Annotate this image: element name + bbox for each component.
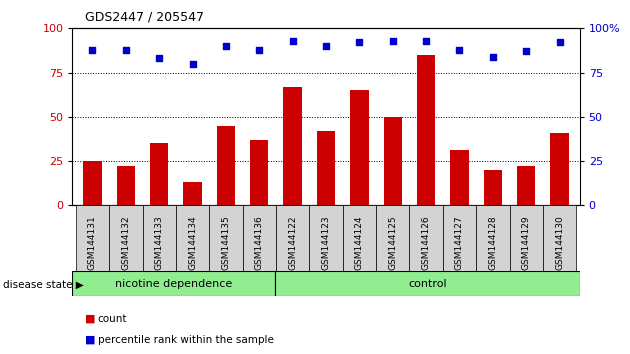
Text: GSM144127: GSM144127 <box>455 215 464 270</box>
Bar <box>350 90 369 205</box>
Text: GSM144132: GSM144132 <box>122 215 130 270</box>
Point <box>121 47 131 52</box>
Bar <box>317 131 335 205</box>
Text: control: control <box>408 279 447 290</box>
Point <box>421 38 431 44</box>
Bar <box>176 205 209 271</box>
Bar <box>142 205 176 271</box>
Bar <box>250 140 268 205</box>
Text: count: count <box>98 314 127 324</box>
Text: ■: ■ <box>85 314 96 324</box>
Point <box>354 40 364 45</box>
Point <box>154 56 164 61</box>
Bar <box>551 133 569 205</box>
Bar <box>183 182 202 205</box>
Text: disease state ▶: disease state ▶ <box>3 280 84 290</box>
Bar <box>343 205 376 271</box>
Point <box>88 47 98 52</box>
Text: GSM144134: GSM144134 <box>188 215 197 270</box>
Text: nicotine dependence: nicotine dependence <box>115 279 232 290</box>
Bar <box>443 205 476 271</box>
Bar <box>410 205 443 271</box>
Text: GSM144125: GSM144125 <box>388 215 398 270</box>
Bar <box>243 205 276 271</box>
Bar <box>417 55 435 205</box>
Point <box>488 54 498 59</box>
Text: GSM144122: GSM144122 <box>288 215 297 270</box>
Bar <box>284 87 302 205</box>
Text: GSM144126: GSM144126 <box>421 215 431 270</box>
Bar <box>476 205 510 271</box>
Bar <box>76 205 109 271</box>
Point <box>387 38 398 44</box>
Text: GSM144136: GSM144136 <box>255 215 264 270</box>
Point <box>221 43 231 49</box>
Point <box>255 47 265 52</box>
Bar <box>309 205 343 271</box>
Text: GSM144124: GSM144124 <box>355 215 364 270</box>
Bar <box>109 205 142 271</box>
Bar <box>83 161 101 205</box>
Text: GSM144123: GSM144123 <box>321 215 331 270</box>
Bar <box>510 205 543 271</box>
Bar <box>150 143 168 205</box>
Point <box>554 40 564 45</box>
Bar <box>275 271 580 296</box>
Text: GSM144128: GSM144128 <box>488 215 497 270</box>
Point <box>321 43 331 49</box>
Bar <box>484 170 502 205</box>
Text: ■: ■ <box>85 335 96 345</box>
Bar <box>117 166 135 205</box>
Text: GSM144130: GSM144130 <box>555 215 564 270</box>
Bar <box>517 166 536 205</box>
Bar <box>72 271 275 296</box>
Text: GSM144131: GSM144131 <box>88 215 97 270</box>
Bar <box>543 205 576 271</box>
Text: GSM144133: GSM144133 <box>155 215 164 270</box>
Bar <box>450 150 469 205</box>
Text: GSM144135: GSM144135 <box>221 215 231 270</box>
Point <box>288 38 298 44</box>
Bar <box>276 205 309 271</box>
Bar <box>209 205 243 271</box>
Point <box>454 47 464 52</box>
Text: GSM144129: GSM144129 <box>522 215 530 270</box>
Bar <box>376 205 410 271</box>
Bar <box>217 126 235 205</box>
Bar <box>384 117 402 205</box>
Point <box>521 48 531 54</box>
Text: GDS2447 / 205547: GDS2447 / 205547 <box>85 11 204 24</box>
Point <box>188 61 198 67</box>
Text: percentile rank within the sample: percentile rank within the sample <box>98 335 273 345</box>
